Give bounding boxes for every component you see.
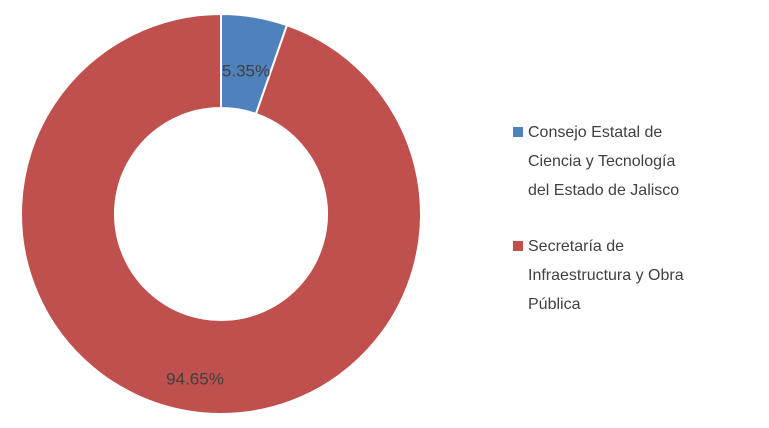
legend-entry: Consejo Estatal de Ciencia y Tecnología … bbox=[510, 118, 696, 205]
donut-slice bbox=[20, 12, 422, 415]
data-label: 94.65% bbox=[166, 369, 224, 388]
legend-swatch bbox=[513, 241, 523, 251]
legend-label: Consejo Estatal de Ciencia y Tecnología … bbox=[528, 124, 680, 199]
legend-swatch bbox=[513, 127, 523, 137]
legend: Consejo Estatal de Ciencia y Tecnología … bbox=[510, 118, 696, 346]
data-label: 5.35% bbox=[222, 61, 270, 80]
legend-entry: Secretaría de Infraestructura y Obra Púb… bbox=[510, 232, 696, 319]
legend-label: Secretaría de Infraestructura y Obra Púb… bbox=[528, 238, 684, 313]
